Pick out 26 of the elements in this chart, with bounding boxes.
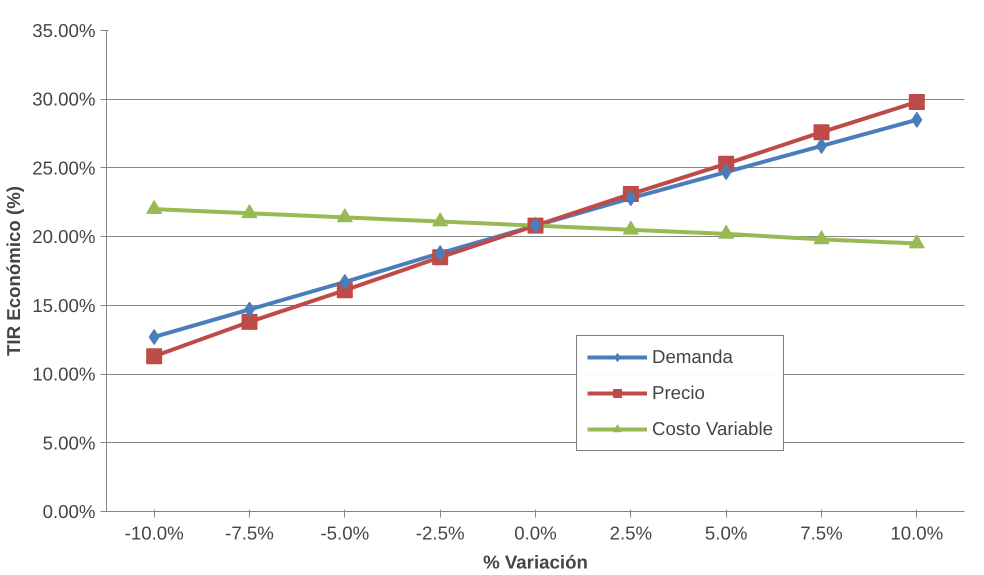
x-tick-label: 7.5% — [800, 522, 843, 544]
legend-label: Precio — [652, 382, 705, 404]
x-tick-label: 5.0% — [704, 522, 748, 544]
y-tick-label: 5.00% — [42, 432, 96, 454]
x-tick-label: 10.0% — [890, 522, 944, 544]
legend-label: Costo Variable — [652, 418, 773, 440]
point — [908, 94, 925, 110]
x-tick-label: 2.5% — [610, 522, 652, 544]
y-tick-label: 30.00% — [32, 88, 96, 110]
x-tick-label: -2.5% — [416, 522, 465, 544]
x-tick-label: 0.0% — [514, 522, 557, 544]
y-tick-label: 15.00% — [32, 294, 96, 316]
y-tick-label: 0.00% — [42, 501, 96, 522]
x-tick-label: -10.0% — [124, 522, 184, 544]
point — [242, 314, 258, 330]
y-axis-title: TIR Económico (%) — [3, 186, 24, 356]
y-tick-label: 35.00% — [32, 20, 96, 41]
y-tick-label: 25.00% — [32, 157, 96, 178]
x-tick-label: -7.5% — [225, 522, 274, 544]
point — [146, 348, 162, 364]
y-tick-label: 20.00% — [32, 226, 96, 248]
point — [814, 124, 830, 140]
legend-label: Demanda — [652, 346, 733, 368]
x-tick-label: -5.0% — [320, 522, 370, 544]
x-axis-title: % Variación — [483, 552, 588, 572]
y-tick-label: 10.00% — [32, 364, 96, 385]
